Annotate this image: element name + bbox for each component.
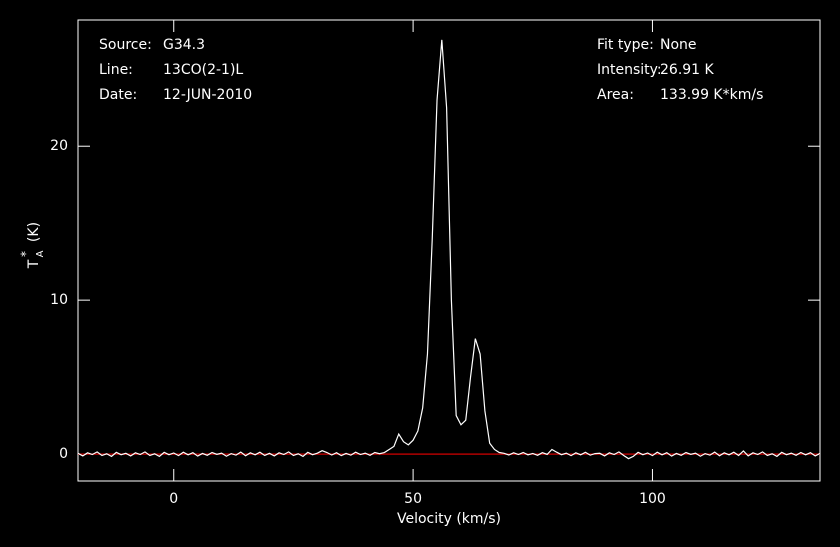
info-label: Source: [99,37,152,53]
y-label-subscript: A [35,250,46,257]
y-tick-label: 20 [50,138,68,154]
info-label: Fit type: [597,37,654,53]
x-axis-label: Velocity (km/s) [397,511,501,527]
x-tick-label: 50 [404,491,422,507]
x-tick-label: 100 [639,491,666,507]
info-value: 26.91 K [660,62,715,78]
spectrum-line [77,39,821,460]
y-label-unit: (K) [26,222,42,242]
x-tick-label: 0 [169,491,178,507]
info-value: G34.3 [163,37,205,53]
info-label: Intensity: [597,62,662,78]
plot-frame [77,19,821,482]
y-label-symbol: T [26,259,42,269]
y-tick-label: 0 [59,446,68,462]
y-tick-label: 10 [50,292,68,308]
info-label: Area: [597,87,634,103]
info-value: 13CO(2-1)L [163,62,243,78]
info-value: 133.99 K*km/s [660,87,763,103]
info-value: 12-JUN-2010 [163,87,252,103]
info-value: None [660,37,697,53]
y-label-superscript: * [19,251,33,257]
info-label: Date: [99,87,137,103]
info-label: Line: [99,62,133,78]
y-axis-label: T A * (K) [19,222,47,269]
